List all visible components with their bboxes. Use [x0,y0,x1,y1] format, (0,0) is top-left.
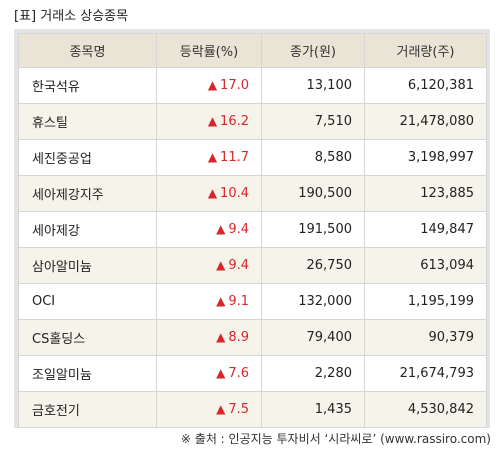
trade-volume: 1,195,199 [364,283,487,320]
table-row: 휴스틸 ▲ 16.2 7,510 21,478,080 [18,103,487,140]
change-rate-cell: ▲ 7.6 [156,355,262,392]
close-price: 191,500 [261,211,365,248]
up-triangle-icon: ▲ [216,330,226,344]
trade-volume: 21,478,080 [364,103,487,140]
stock-name: 세진중공업 [18,139,157,176]
close-price: 1,435 [261,391,365,428]
stock-name: 삼아알미늄 [18,247,157,284]
change-rate-cell: ▲ 16.2 [156,103,262,140]
stock-table: 종목명 등락률(%) 종가(원) 거래량(주) 한국석유 ▲ 17.0 13,10… [18,33,487,428]
stock-name: 금호전기 [18,391,157,428]
change-rate: 8.9 [228,330,249,345]
change-rate-cell: ▲ 9.4 [156,247,262,284]
stock-name: 한국석유 [18,67,157,104]
stock-name: OCI [18,283,157,320]
close-price: 79,400 [261,319,365,356]
trade-volume: 613,094 [364,247,487,284]
header-stock-name: 종목명 [18,33,157,68]
close-price: 132,000 [261,283,365,320]
change-rate: 16.2 [220,114,249,129]
stock-name: 조일알미늄 [18,355,157,392]
change-rate: 7.6 [228,366,249,381]
change-rate: 17.0 [220,78,249,93]
table-row: 세진중공업 ▲ 11.7 8,580 3,198,997 [18,139,487,176]
trade-volume: 21,674,793 [364,355,487,392]
trade-volume: 90,379 [364,319,487,356]
change-rate-cell: ▲ 10.4 [156,175,262,212]
close-price: 2,280 [261,355,365,392]
up-triangle-icon: ▲ [216,222,226,236]
table-row: 세아제강지주 ▲ 10.4 190,500 123,885 [18,175,487,212]
header-close-price: 종가(원) [261,33,365,68]
stock-name: CS홀딩스 [18,319,157,356]
close-price: 8,580 [261,139,365,176]
trade-volume: 3,198,997 [364,139,487,176]
up-triangle-icon: ▲ [207,78,218,92]
table-row: OCI ▲ 9.1 132,000 1,195,199 [18,283,487,320]
stock-name: 세아제강 [18,211,157,248]
change-rate-cell: ▲ 11.7 [156,139,262,176]
trade-volume: 123,885 [364,175,487,212]
header-change-rate: 등락률(%) [156,33,262,68]
change-rate: 7.5 [228,402,249,417]
up-triangle-icon: ▲ [216,294,226,308]
table-row: 세아제강 ▲ 9.4 191,500 149,847 [18,211,487,248]
close-price: 190,500 [261,175,365,212]
change-rate: 9.4 [228,222,249,237]
up-triangle-icon: ▲ [207,186,218,200]
header-volume: 거래량(주) [364,33,487,68]
close-price: 13,100 [261,67,365,104]
table-row: CS홀딩스 ▲ 8.9 79,400 90,379 [18,319,487,356]
table-header-row: 종목명 등락률(%) 종가(원) 거래량(주) [18,33,487,68]
table-row: 삼아알미늄 ▲ 9.4 26,750 613,094 [18,247,487,284]
up-triangle-icon: ▲ [207,150,218,164]
table-row: 금호전기 ▲ 7.5 1,435 4,530,842 [18,391,487,428]
stock-name: 휴스틸 [18,103,157,140]
change-rate: 9.1 [228,294,249,309]
change-rate-cell: ▲ 7.5 [156,391,262,428]
source-note: ※ 출처 : 인공지능 투자비서 ‘시라씨로’ (www.rassiro.com… [180,432,491,446]
stock-name: 세아제강지주 [18,175,157,212]
change-rate: 10.4 [220,186,249,201]
trade-volume: 149,847 [364,211,487,248]
trade-volume: 6,120,381 [364,67,487,104]
change-rate: 11.7 [220,150,249,165]
page-title: [표] 거래소 상승종목 [14,9,129,24]
change-rate-cell: ▲ 8.9 [156,319,262,356]
close-price: 26,750 [261,247,365,284]
close-price: 7,510 [261,103,365,140]
up-triangle-icon: ▲ [207,114,218,128]
change-rate-cell: ▲ 17.0 [156,67,262,104]
trade-volume: 4,530,842 [364,391,487,428]
table-row: 조일알미늄 ▲ 7.6 2,280 21,674,793 [18,355,487,392]
table-row: 한국석유 ▲ 17.0 13,100 6,120,381 [18,67,487,104]
up-triangle-icon: ▲ [216,258,226,272]
change-rate-cell: ▲ 9.1 [156,283,262,320]
change-rate-cell: ▲ 9.4 [156,211,262,248]
up-triangle-icon: ▲ [216,366,226,380]
up-triangle-icon: ▲ [216,402,226,416]
stock-table-frame: 종목명 등락률(%) 종가(원) 거래량(주) 한국석유 ▲ 17.0 13,10… [14,29,490,428]
change-rate: 9.4 [228,258,249,273]
